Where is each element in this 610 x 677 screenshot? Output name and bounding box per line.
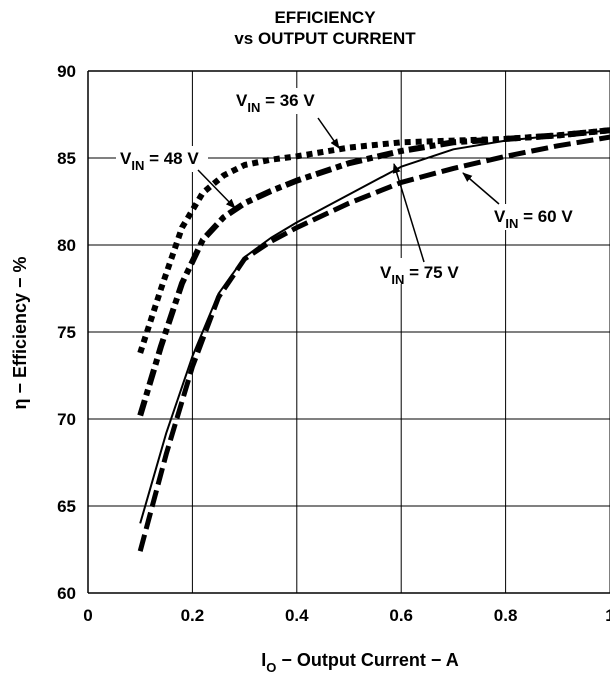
x-axis-label-rest: − Output Current − A (276, 650, 458, 670)
chart-title: EFFICIENCY (274, 8, 376, 27)
y-tick-label: 65 (57, 497, 76, 516)
chart-subtitle: vs OUTPUT CURRENT (234, 29, 416, 48)
y-tick-label: 75 (57, 323, 76, 342)
x-tick-label: 0.8 (494, 606, 518, 625)
annotation-60v-arrow (462, 172, 500, 205)
plot-frame (87, 70, 610, 594)
annotation-75v-bg (376, 258, 484, 284)
x-tick-labels: 0 0.2 0.4 0.6 0.8 1 (83, 606, 610, 625)
annotations: VIN = 36 V VIN = 48 V VIN = 60 V VIN = 7… (116, 88, 602, 287)
annotation-60v-bg (490, 204, 602, 230)
y-axis-label: η − Efficiency − % (10, 256, 30, 409)
series-line-solid (139, 129, 610, 524)
annotation-36v-bg (232, 88, 322, 114)
y-tick-labels: 60 65 70 75 80 85 90 (57, 62, 76, 603)
series-group (137, 127, 610, 552)
annotation-48v-bg (116, 146, 208, 172)
annotation-36v-arrow (317, 117, 340, 149)
x-tick-label: 0.2 (181, 606, 205, 625)
y-tick-label: 85 (57, 149, 76, 168)
series-line-dashdot (137, 127, 610, 417)
x-axis-label-main: I (261, 650, 266, 670)
annotation-48v-arrow (197, 169, 236, 209)
annotation-75v-arrow (392, 163, 425, 263)
y-tick-label: 90 (57, 62, 76, 81)
y-tick-label: 70 (57, 410, 76, 429)
annotation-48v: VIN = 48 V (120, 149, 199, 173)
y-tick-label: 60 (57, 584, 76, 603)
annotation-75v: VIN = 75 V (380, 263, 459, 287)
x-tick-label: 0.4 (285, 606, 309, 625)
annotation-60v: VIN = 60 V (494, 207, 573, 231)
x-tick-label: 1 (605, 606, 610, 625)
series-line-dashed (137, 134, 610, 552)
x-tick-label: 0 (83, 606, 92, 625)
annotation-36v: VIN = 36 V (236, 91, 315, 115)
x-tick-label: 0.6 (389, 606, 413, 625)
x-axis-label-sub: O (266, 660, 276, 675)
y-tick-label: 80 (57, 236, 76, 255)
x-axis-label: IO − Output Current − A (261, 650, 458, 675)
